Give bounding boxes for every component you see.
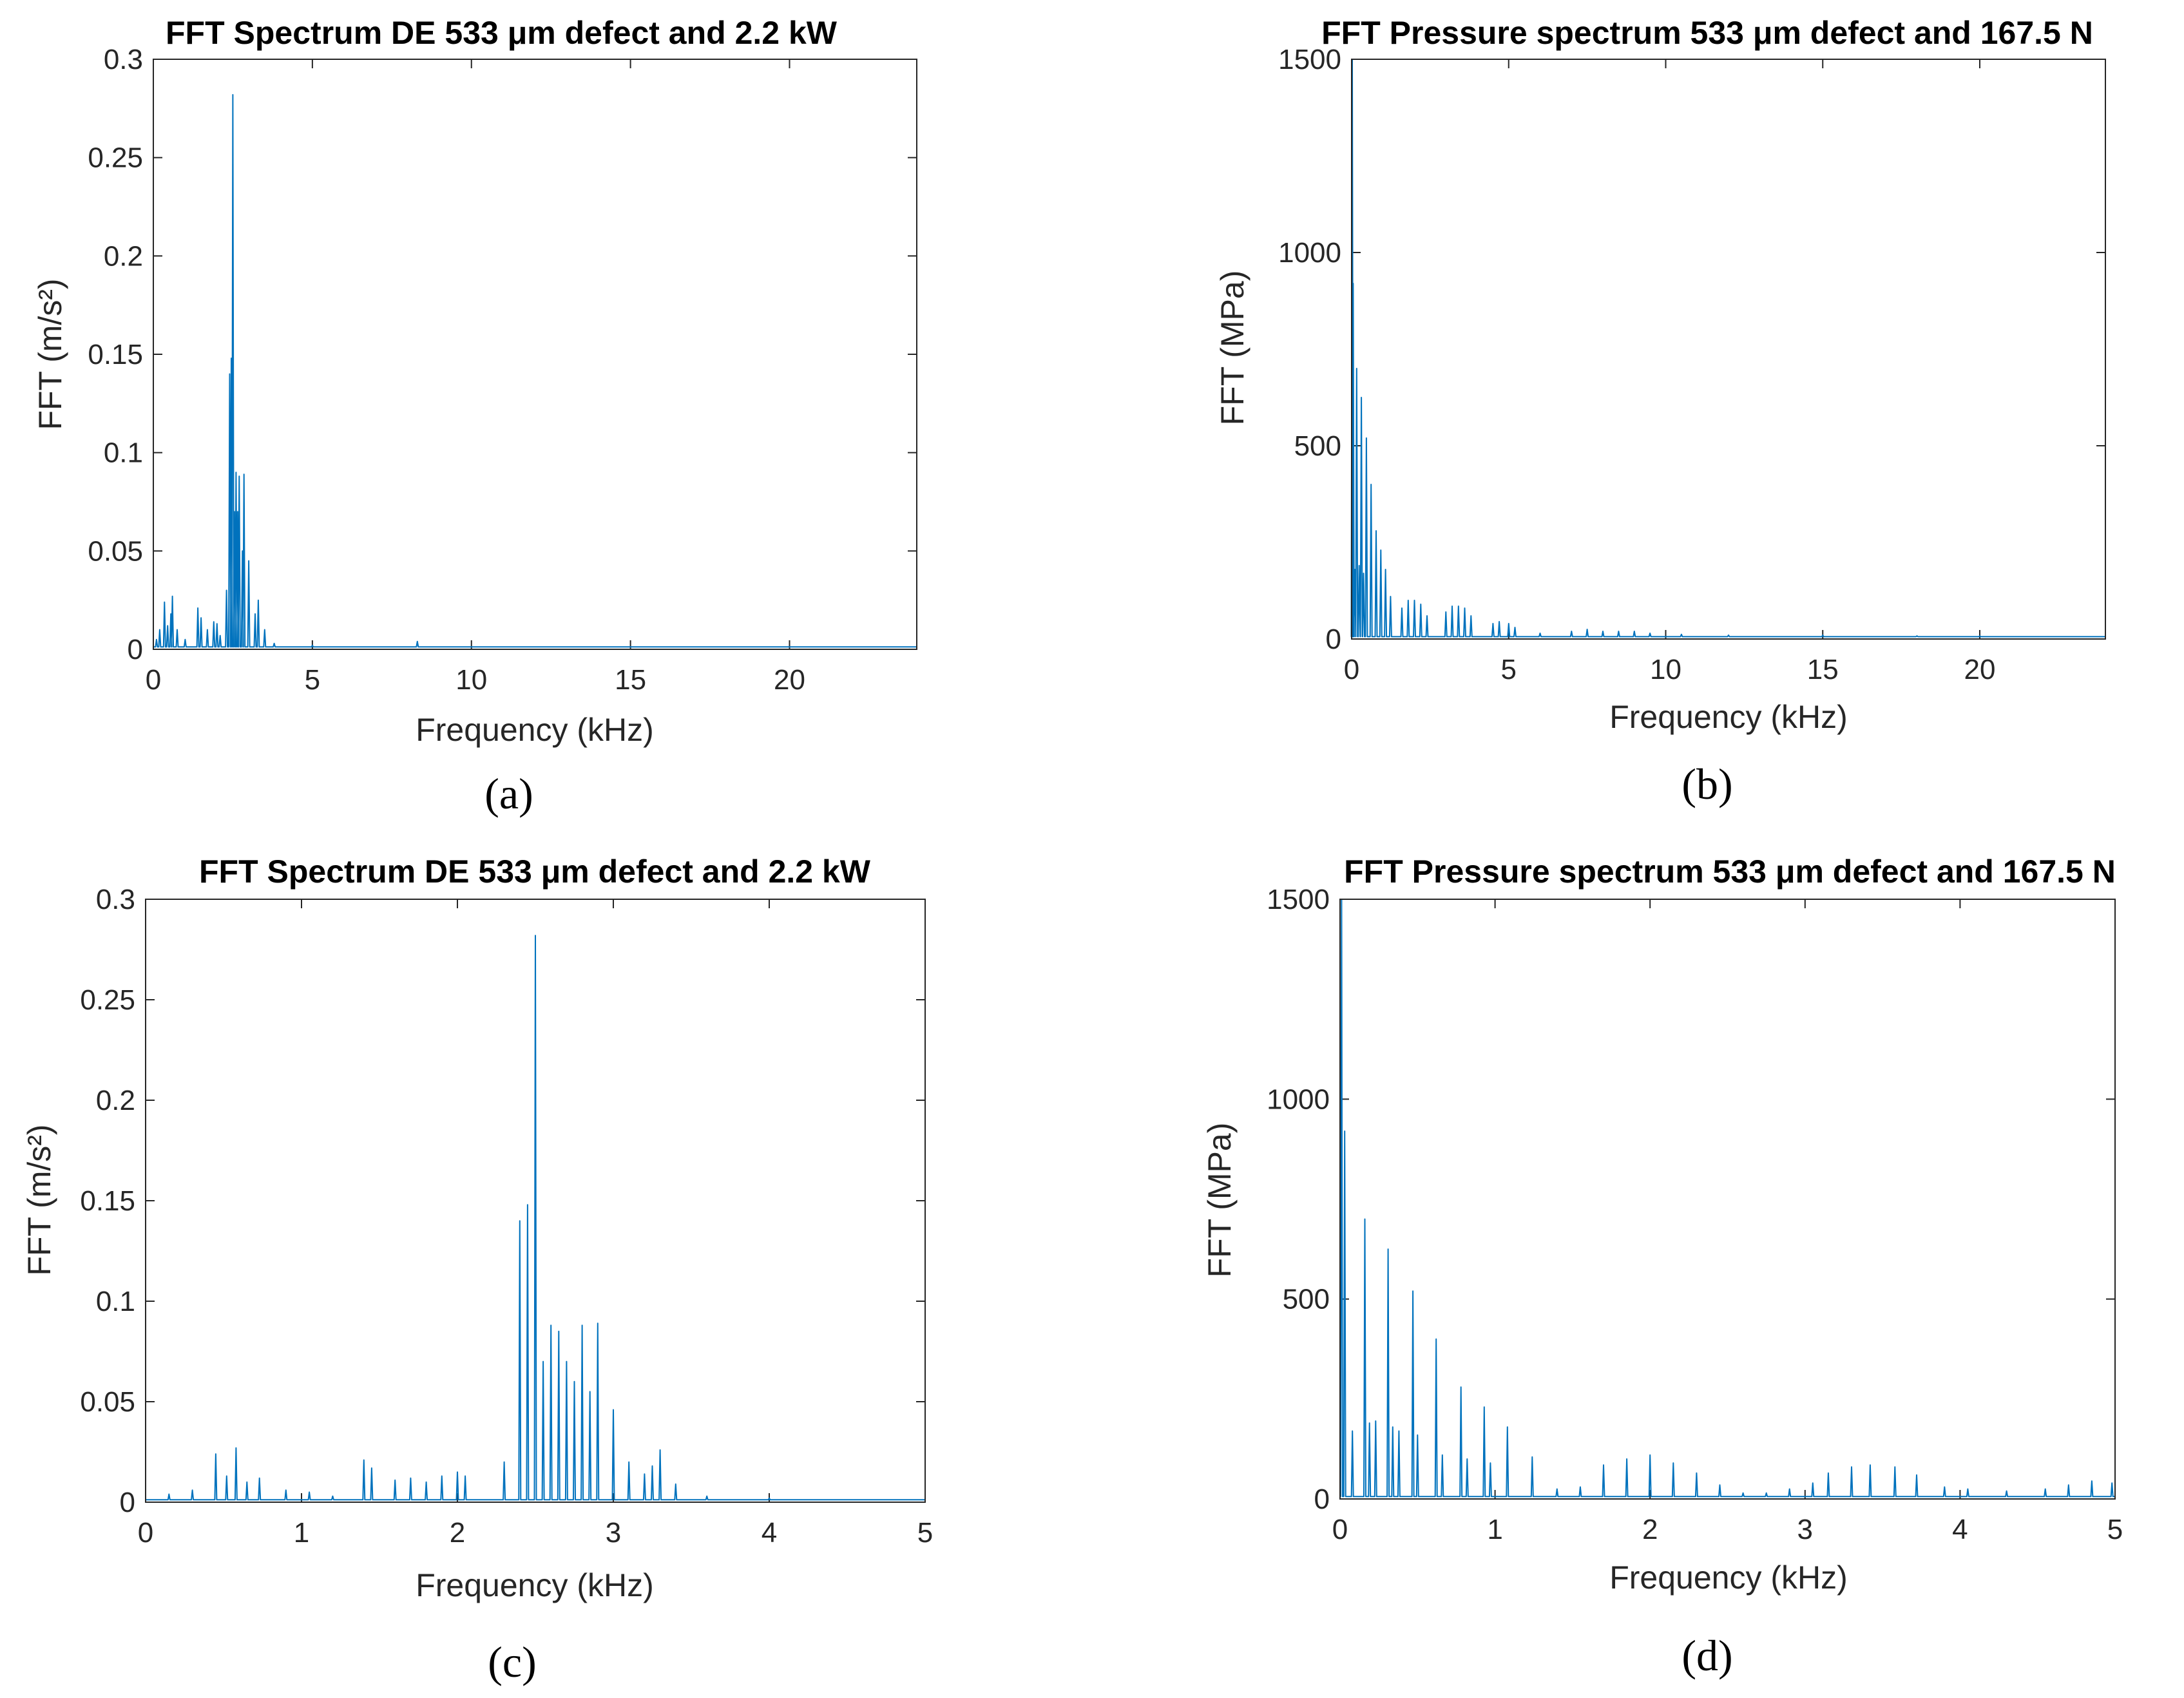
x-tick-label: 0 [1344, 654, 1359, 685]
panel-caption: (a) [484, 769, 533, 818]
y-tick-label: 1000 [1278, 237, 1341, 269]
y-tick-label: 0.3 [96, 884, 135, 915]
y-tick-label: 0 [1326, 624, 1341, 655]
panel-caption: (d) [1681, 1631, 1732, 1680]
panel-caption: (b) [1681, 759, 1732, 808]
y-axis: 0 500 1000 1500 [1267, 884, 2115, 1515]
y-axis-label: FFT (m/s²) [32, 278, 68, 430]
y-tick-label: 0.2 [104, 240, 143, 272]
x-tick-label: 20 [1964, 654, 1996, 685]
panel-b: FFT Pressure spectrum 533 μm defect and … [1214, 15, 2106, 808]
chart-title: FFT Pressure spectrum 533 μm defect and … [1321, 15, 2093, 51]
panel-d: FFT Pressure spectrum 533 μm defect and … [1202, 854, 2123, 1680]
y-tick-label: 0.25 [88, 142, 143, 174]
x-axis-label: Frequency (kHz) [1609, 699, 1848, 735]
y-tick-label: 0.3 [104, 44, 143, 75]
x-tick-label: 2 [1642, 1514, 1658, 1545]
y-tick-label: 0.15 [80, 1185, 135, 1217]
x-tick-label: 5 [1501, 654, 1517, 685]
x-axis-label: Frequency (kHz) [416, 1567, 654, 1603]
x-tick-label: 4 [762, 1517, 777, 1549]
x-tick-label: 15 [1807, 654, 1839, 685]
x-tick-label: 1 [294, 1517, 309, 1549]
y-tick-label: 0 [120, 1487, 135, 1518]
x-tick-label: 1 [1487, 1514, 1502, 1545]
x-tick-label: 4 [1952, 1514, 1968, 1545]
y-tick-label: 0 [1314, 1483, 1330, 1515]
x-tick-label: 5 [305, 664, 320, 696]
x-tick-label: 5 [2107, 1514, 2123, 1545]
plot-frame [1339, 899, 2116, 1500]
chart-title: FFT Pressure spectrum 533 μm defect and … [1344, 854, 2116, 890]
x-axis: 0 1 2 3 4 5 [138, 899, 933, 1549]
y-tick-label: 0.2 [96, 1085, 135, 1116]
y-tick-label: 500 [1283, 1284, 1330, 1315]
spectrum-line [1350, 59, 2105, 638]
y-tick-label: 0 [128, 634, 143, 665]
x-tick-label: 0 [1332, 1514, 1348, 1545]
y-axis-label: FFT (MPa) [1214, 271, 1250, 426]
x-axis: 0 1 2 3 4 5 [1332, 899, 2123, 1545]
x-tick-label: 0 [146, 664, 161, 696]
y-tick-label: 1500 [1267, 884, 1330, 915]
y-tick-label: 1500 [1278, 44, 1341, 75]
y-tick-label: 0.1 [96, 1286, 135, 1317]
y-axis: 0 0.05 0.1 0.15 0.2 0.25 0.3 [80, 884, 925, 1518]
y-axis: 0 0.05 0.1 0.15 0.2 0.25 0.3 [88, 44, 917, 665]
chart-title: FFT Spectrum DE 533 μm defect and 2.2 kW [199, 854, 871, 890]
x-tick-label: 5 [917, 1517, 933, 1549]
x-tick-label: 0 [138, 1517, 153, 1549]
y-tick-label: 1000 [1267, 1083, 1330, 1115]
x-axis: 0 5 10 15 20 [1344, 59, 1996, 685]
x-axis-label: Frequency (kHz) [1609, 1560, 1848, 1596]
spectrum-line [153, 94, 917, 648]
y-tick-label: 0.1 [104, 437, 143, 469]
y-tick-label: 0.05 [88, 535, 143, 567]
plot-frame [1351, 59, 2106, 640]
x-axis-label: Frequency (kHz) [416, 712, 654, 748]
x-tick-label: 15 [615, 664, 646, 696]
x-tick-label: 3 [606, 1517, 621, 1549]
y-tick-label: 0.05 [80, 1386, 135, 1418]
x-tick-label: 20 [774, 664, 805, 696]
x-tick-label: 10 [1650, 654, 1681, 685]
y-tick-label: 500 [1294, 430, 1341, 462]
y-axis-label: FFT (m/s²) [21, 1124, 57, 1275]
panel-caption: (c) [488, 1637, 536, 1686]
panel-a: FFT Spectrum DE 533 μm defect and 2.2 kW… [32, 15, 917, 818]
x-tick-label: 2 [450, 1517, 465, 1549]
plot-frame [153, 59, 917, 650]
chart-title: FFT Spectrum DE 533 μm defect and 2.2 kW [166, 15, 838, 51]
y-tick-label: 0.15 [88, 339, 143, 370]
y-axis-label: FFT (MPa) [1202, 1123, 1238, 1278]
x-axis: 0 5 10 15 20 [146, 59, 805, 696]
spectrum-line [146, 935, 925, 1501]
x-tick-label: 3 [1797, 1514, 1813, 1545]
plot-frame [145, 899, 926, 1503]
panel-c: FFT Spectrum DE 533 μm defect and 2.2 kW… [21, 854, 933, 1686]
y-tick-label: 0.25 [80, 984, 135, 1016]
spectrum-line [1339, 899, 2115, 1498]
x-tick-label: 10 [455, 664, 487, 696]
y-axis: 0 500 1000 1500 [1278, 44, 2105, 655]
